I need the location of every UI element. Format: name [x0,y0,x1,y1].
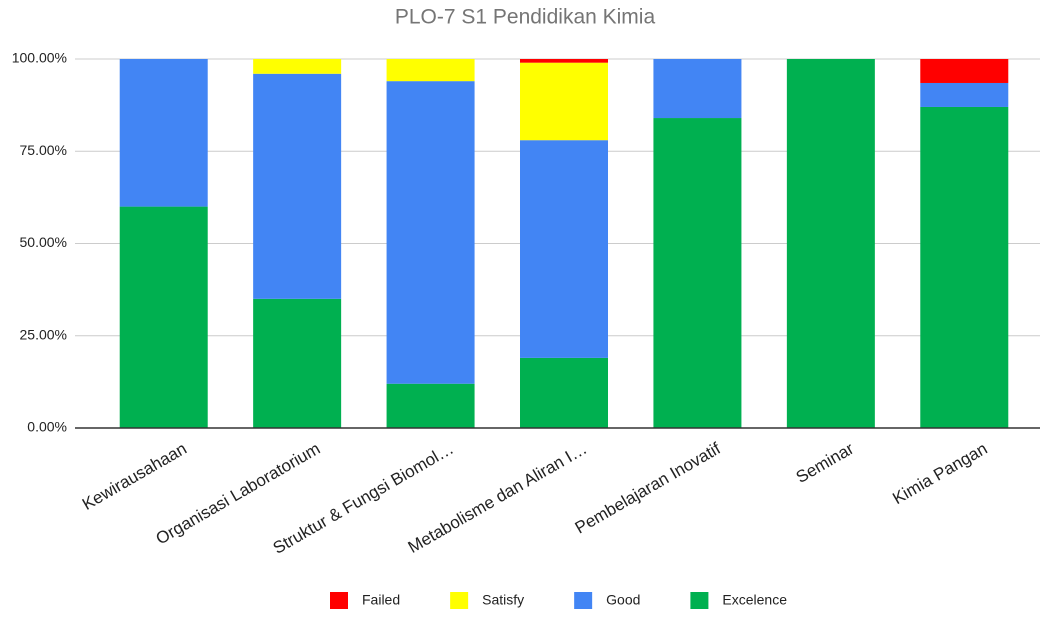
y-tick-label: 75.00% [20,142,67,158]
legend-swatch [690,592,709,609]
bar-segment [786,59,875,428]
y-tick-label: 0.00% [27,419,67,435]
chart-title: PLO-7 S1 Pendidikan Kimia [395,6,656,29]
y-tick-label: 25.00% [20,326,67,342]
bar-segment [520,59,608,63]
bar-segment [119,206,208,428]
bar-segment [920,82,1009,107]
legend-swatch [330,592,348,609]
x-tick-label: Pembelajaran Inovatif [572,439,724,538]
bar-segment [520,62,608,141]
legend-label: Excelence [722,592,787,608]
bar-segment [253,73,342,299]
legend-label: Good [606,592,640,608]
bar-segment [920,106,1009,428]
bar-segment [653,59,742,119]
bar-segment [386,59,475,82]
bar-segment [520,140,608,358]
legend-swatch [450,592,469,609]
legend-label: Failed [362,592,400,608]
bar-segment [653,118,742,428]
legend-label: Satisfy [482,592,524,608]
bar-segment [253,298,342,428]
x-tick-label: Seminar [793,439,858,487]
y-tick-label: 100.00% [12,50,67,66]
bar-segment [386,81,475,384]
x-tick-label: Kimia Pangan [889,439,990,508]
legend-swatch [574,592,593,609]
x-tick-label: Kewirausahaan [79,439,190,514]
bar-segment [386,383,475,428]
bar-segment [119,59,208,207]
bar-segment [920,59,1009,83]
bar-segment [253,59,342,74]
bar-segment [520,357,608,428]
y-tick-label: 50.00% [20,234,67,250]
